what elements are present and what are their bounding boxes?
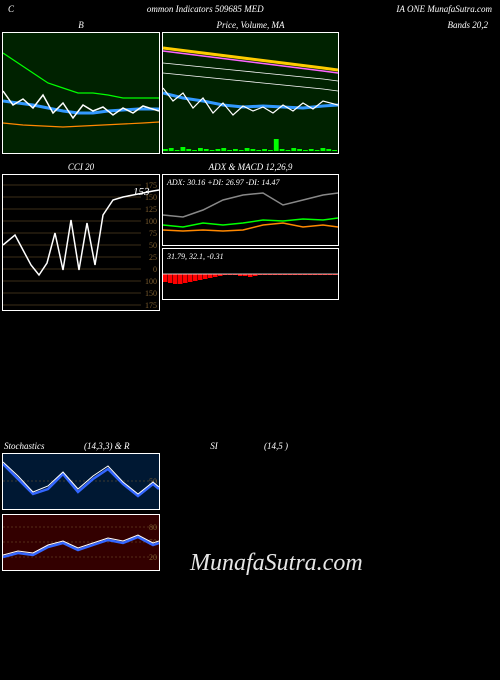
svg-text:75: 75 — [149, 229, 157, 238]
chart-price — [162, 32, 339, 154]
rsi-params: (14,5 ) — [264, 441, 496, 451]
svg-text:20: 20 — [149, 553, 157, 562]
row-3: 50 805020 — [0, 453, 500, 571]
svg-text:175: 175 — [145, 301, 157, 310]
chart-stoch-bottom: 805020 — [2, 514, 160, 571]
svg-text:150: 150 — [145, 289, 157, 298]
page-header: C ommon Indicators 509685 MED IA ONE Mun… — [0, 0, 500, 18]
chart-adx-title: ADX & MACD 12,26,9 — [162, 160, 339, 174]
row-1: B Price, Volume, MA Bands 20,2 — [0, 18, 500, 154]
svg-text:100: 100 — [145, 277, 157, 286]
svg-text:31.79, 32.1, -0.31: 31.79, 32.1, -0.31 — [166, 252, 224, 261]
chart-adx: ADX: 30.16 +DI: 26.97 -DI: 14.47 — [162, 174, 339, 246]
svg-text:25: 25 — [149, 253, 157, 262]
rsi-title: SI — [164, 441, 264, 451]
svg-text:153: 153 — [133, 186, 150, 198]
chart-macd: 31.79, 32.1, -0.31 — [162, 248, 339, 300]
row-2: CCI 20 1751501251007550250100150175153 A… — [0, 160, 500, 311]
svg-text:0: 0 — [153, 265, 157, 274]
chart-price-title: Price, Volume, MA — [162, 18, 339, 32]
chart-b — [2, 32, 160, 154]
svg-text:125: 125 — [145, 205, 157, 214]
header-right: IA ONE MunafaSutra.com — [396, 4, 492, 14]
chart-cci-title: CCI 20 — [2, 160, 160, 174]
svg-text:50: 50 — [149, 241, 157, 250]
svg-text:ADX: 30.16 +DI: 26.97 -DI: 14: ADX: 30.16 +DI: 26.97 -DI: 14.47 — [166, 178, 280, 187]
chart-b-title: B — [2, 18, 160, 32]
header-center: ommon Indicators 509685 MED — [147, 4, 264, 14]
row-3-titles: Stochastics (14,3,3) & R SI (14,5 ) — [0, 441, 500, 451]
bands-title: Bands 20,2 — [341, 18, 498, 32]
stoch-title: Stochastics — [4, 441, 84, 451]
svg-text:80: 80 — [149, 523, 157, 532]
svg-text:100: 100 — [145, 217, 157, 226]
header-left: C — [8, 4, 14, 14]
stoch-params: (14,3,3) & R — [84, 441, 164, 451]
chart-cci: 1751501251007550250100150175153 — [2, 174, 160, 311]
chart-stoch-top: 50 — [2, 453, 160, 510]
